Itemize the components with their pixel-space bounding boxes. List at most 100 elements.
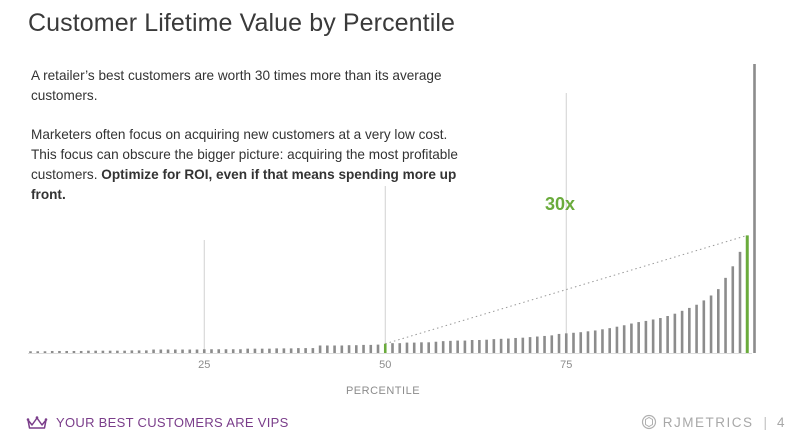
- bar-percentile-67: [507, 338, 510, 353]
- x-tick-label-25: 25: [198, 359, 210, 371]
- multiplier-annotation: 30x: [545, 194, 575, 214]
- bar-percentile-21: [174, 349, 177, 353]
- bar-percentile-47: [362, 344, 365, 353]
- bar-percentile-88: [659, 318, 662, 353]
- bar-percentile-71: [536, 336, 539, 353]
- bar-percentile-6: [65, 350, 68, 353]
- bars-group: [29, 64, 756, 353]
- bar-percentile-10: [94, 350, 97, 353]
- footer-tagline-highlight: BEST: [98, 415, 134, 430]
- bar-percentile-30: [239, 349, 242, 353]
- page-number: 4: [776, 414, 786, 430]
- bar-percentile-4: [50, 350, 54, 353]
- bar-percentile-78: [586, 331, 590, 353]
- bar-percentile-23: [188, 349, 192, 353]
- bar-percentile-96: [717, 289, 720, 353]
- bar-percentile-85: [637, 322, 640, 353]
- bar-percentile-92: [688, 307, 691, 353]
- bar-percentile-37: [289, 348, 293, 353]
- bar-percentile-79: [593, 330, 597, 353]
- bar-percentile-48: [369, 344, 373, 353]
- bar-percentile-33: [260, 348, 264, 353]
- bar-percentile-51: [391, 343, 394, 353]
- bar-percentile-24: [195, 349, 199, 353]
- bar-percentile-74: [557, 333, 561, 353]
- bar-percentile-53: [405, 342, 409, 353]
- bar-percentile-80: [601, 329, 604, 353]
- bar-percentile-29: [231, 349, 235, 353]
- footer-tagline: YOUR BEST CUSTOMERS ARE VIPS: [26, 415, 289, 430]
- crown-icon: [26, 415, 48, 429]
- bar-percentile-36: [282, 348, 286, 353]
- bar-percentile-59: [449, 340, 452, 353]
- bar-percentile-63: [478, 340, 481, 353]
- bar-percentile-34: [268, 348, 271, 353]
- bar-percentile-31: [246, 348, 249, 353]
- bar-percentile-68: [514, 337, 517, 353]
- bar-percentile-65: [492, 339, 496, 353]
- bar-percentile-8: [79, 350, 83, 353]
- body-text: Marketers often focus on acquiring new c…: [31, 125, 471, 205]
- bar-percentile-54: [412, 342, 416, 353]
- bar-percentile-89: [666, 316, 669, 353]
- bar-percentile-50: [383, 343, 387, 353]
- bar-percentile-98: [731, 266, 735, 353]
- bar-percentile-101: [753, 64, 756, 353]
- footer-separator: |: [763, 414, 767, 430]
- bar-percentile-61: [463, 340, 467, 353]
- bar-percentile-86: [644, 320, 648, 353]
- intro-text: A retailer’s best customers are worth 30…: [31, 68, 442, 103]
- bar-percentile-95: [709, 295, 713, 353]
- bar-percentile-90: [673, 313, 677, 353]
- bar-percentile-27: [217, 349, 221, 353]
- brand-name: RJMETRICS: [662, 414, 754, 430]
- bar-percentile-49: [376, 344, 380, 353]
- bar-percentile-14: [123, 350, 126, 353]
- y-axis-label: CUSTOMER LIFETIME VALUE: [798, 118, 800, 277]
- x-axis-label: PERCENTILE: [346, 385, 420, 397]
- bar-percentile-81: [608, 328, 611, 353]
- bar-percentile-56: [427, 342, 430, 353]
- rjmetrics-logo-icon: [641, 414, 656, 430]
- bar-percentile-11: [101, 350, 105, 353]
- bar-percentile-25: [202, 349, 206, 353]
- bar-percentile-84: [630, 323, 633, 353]
- bar-percentile-1: [29, 351, 32, 353]
- footer-branding: RJMETRICS | 4: [641, 414, 786, 430]
- bar-percentile-62: [470, 340, 474, 353]
- bar-percentile-18: [152, 349, 155, 353]
- bar-percentile-83: [622, 325, 626, 353]
- bar-percentile-52: [398, 343, 402, 353]
- bar-percentile-75: [564, 333, 568, 353]
- page-title: Customer Lifetime Value by Percentile: [28, 9, 456, 37]
- bar-percentile-3: [43, 351, 47, 353]
- bar-percentile-87: [651, 319, 655, 353]
- bar-percentile-28: [224, 349, 228, 353]
- bar-percentile-99: [738, 251, 742, 353]
- bar-percentile-17: [145, 350, 148, 353]
- x-tick-labels: 25 50 75: [198, 359, 572, 371]
- bar-percentile-66: [499, 338, 503, 353]
- bar-percentile-100: [745, 235, 749, 353]
- body-text-plain: Marketers often focus on acquiring new c…: [31, 127, 458, 182]
- bar-percentile-5: [58, 350, 61, 353]
- bar-percentile-41: [318, 345, 322, 353]
- tick-guide-lines: [203, 93, 567, 353]
- body-text-bold: Optimize for ROI, even if that means spe…: [31, 167, 457, 202]
- bar-percentile-46: [355, 345, 358, 353]
- bar-percentile-15: [130, 350, 134, 353]
- bar-percentile-73: [550, 335, 554, 353]
- bar-percentile-26: [210, 349, 213, 353]
- bar-percentile-91: [680, 310, 684, 353]
- bar-percentile-40: [311, 348, 315, 353]
- bar-percentile-20: [166, 349, 170, 353]
- x-tick-label-75: 75: [560, 359, 572, 371]
- bar-percentile-77: [579, 332, 583, 353]
- bar-percentile-69: [521, 337, 525, 353]
- bar-percentile-35: [275, 348, 278, 353]
- bar-percentile-9: [87, 350, 90, 353]
- bar-percentile-2: [36, 351, 40, 353]
- bar-percentile-97: [724, 277, 727, 353]
- bar-percentile-22: [181, 349, 184, 353]
